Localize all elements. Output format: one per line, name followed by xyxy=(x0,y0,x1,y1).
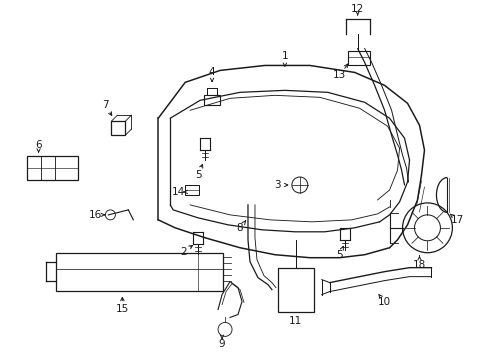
Text: 17: 17 xyxy=(450,215,463,225)
Text: 11: 11 xyxy=(288,316,302,327)
Text: 15: 15 xyxy=(116,305,129,315)
Text: 9: 9 xyxy=(218,339,225,349)
Text: 5: 5 xyxy=(194,170,201,180)
Text: 10: 10 xyxy=(377,297,390,306)
Bar xyxy=(56,253,223,291)
Text: 6: 6 xyxy=(35,140,42,150)
Text: 1: 1 xyxy=(281,51,287,62)
Text: 8: 8 xyxy=(236,223,243,233)
Text: 14: 14 xyxy=(171,187,184,197)
Text: 12: 12 xyxy=(350,4,364,14)
Bar xyxy=(111,121,125,135)
Bar xyxy=(347,50,369,66)
Bar xyxy=(26,156,78,180)
Text: 3: 3 xyxy=(274,180,281,190)
Text: 5: 5 xyxy=(336,250,343,260)
Text: 18: 18 xyxy=(412,260,425,270)
Bar xyxy=(185,185,199,195)
Text: 4: 4 xyxy=(208,67,215,77)
Bar xyxy=(203,95,220,105)
Bar xyxy=(277,268,313,312)
Text: 2: 2 xyxy=(180,247,186,257)
Text: 16: 16 xyxy=(89,210,102,220)
Text: 7: 7 xyxy=(102,100,108,110)
Text: 13: 13 xyxy=(332,71,346,80)
